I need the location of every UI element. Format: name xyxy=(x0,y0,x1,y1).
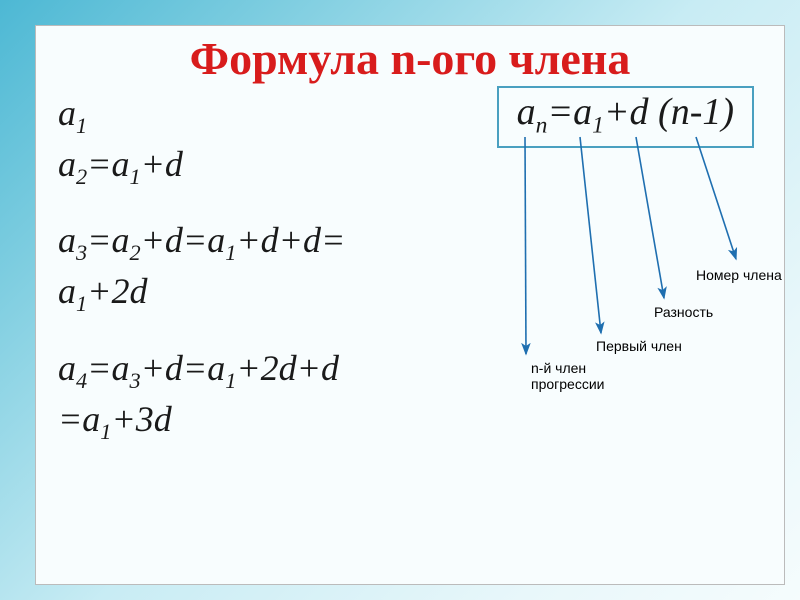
derivation-column: a1a2=a1+d a3=a2+d=a1+d+d=a1+2d a4=a3+d=a1+… xyxy=(58,90,345,446)
derivation-line: a2=a1+d xyxy=(58,141,345,192)
label-n-term: n-й член прогрессии xyxy=(531,360,604,392)
slide-title: Формула n-ого члена xyxy=(36,32,784,85)
label-first: Первый член xyxy=(596,338,682,354)
label-index: Номер члена xyxy=(696,267,782,283)
main-formula: an=a1+d (n-1) xyxy=(517,91,734,133)
derivation-line: a3=a2+d=a1+d+d= xyxy=(58,217,345,268)
label-diff: Разность xyxy=(654,304,713,320)
arrow-diff xyxy=(636,137,664,298)
slide: Формула n-ого члена an=a1+d (n-1) a1a2=a… xyxy=(35,25,785,585)
arrow-first xyxy=(580,137,601,333)
main-formula-box: an=a1+d (n-1) xyxy=(497,86,754,148)
derivation-line: =a1+3d xyxy=(58,396,345,447)
arrow-index xyxy=(696,137,736,259)
derivation-line: a1+2d xyxy=(58,268,345,319)
arrow-n-term xyxy=(525,137,526,354)
derivation-line: a1 xyxy=(58,90,345,141)
derivation-line: a4=a3+d=a1+2d+d xyxy=(58,345,345,396)
